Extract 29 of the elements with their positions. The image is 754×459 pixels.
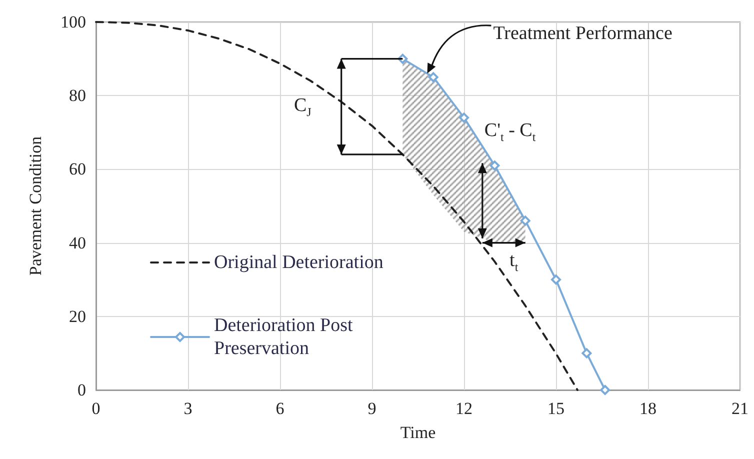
x-tick-label: 18 [640, 399, 656, 418]
annotation: C$_{J}$ [294, 94, 312, 119]
point [490, 160, 500, 171]
annotation: C'$_{t}$ - C$_{t}$ [484, 120, 536, 144]
x-tick-label: 9 [368, 399, 376, 418]
point [520, 216, 530, 226]
point [459, 112, 469, 123]
x-tick-label: 3 [184, 399, 192, 418]
x-tick-label: 6 [276, 399, 284, 418]
x-axis-title: Time [400, 423, 436, 442]
y-tick-label: 0 [78, 380, 86, 400]
x-tick-label: 0 [92, 399, 100, 418]
y-tick-label: 40 [69, 233, 86, 252]
point [582, 348, 592, 358]
y-tick-label: 100 [60, 12, 86, 32]
annotation: Treatment Performance [493, 22, 672, 44]
x-tick-label: 21 [732, 399, 748, 418]
y-tick-label: 60 [69, 160, 86, 179]
annotation: t$_{t}$ [510, 250, 518, 274]
y-tick-label: 80 [69, 86, 86, 106]
y-tick-label: 20 [69, 306, 86, 326]
x-tick-label: 12 [456, 399, 472, 418]
legend-label: Original Deterioration [214, 252, 384, 273]
point [428, 72, 438, 82]
y-axis-title: Pavement Condition [26, 136, 45, 276]
point [600, 385, 610, 395]
point [551, 274, 561, 285]
x-tick-label: 15 [548, 399, 564, 418]
legend-label: Deterioration Post Preservation [214, 315, 358, 359]
